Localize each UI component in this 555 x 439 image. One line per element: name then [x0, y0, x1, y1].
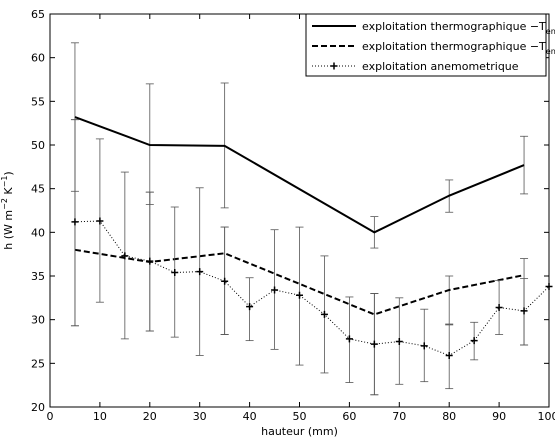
y-axis-label: h (W m−2 K−1)	[0, 171, 15, 249]
x-tick-label: 0	[47, 410, 54, 423]
x-tick-label: 20	[143, 410, 157, 423]
data-point-marker	[495, 303, 503, 311]
data-point-marker	[420, 342, 428, 350]
legend-label-series-3: exploitation anemometrique	[362, 60, 519, 73]
y-tick-label: 25	[31, 357, 45, 370]
data-point-marker	[121, 252, 129, 260]
y-axis-label-exp2: −1	[0, 176, 9, 188]
data-point-marker	[395, 338, 403, 345]
data-point-marker	[271, 286, 279, 294]
data-point-marker	[445, 351, 453, 359]
y-tick-label: 60	[31, 52, 45, 65]
data-point-marker	[370, 340, 378, 348]
series-line	[74, 116, 525, 234]
y-axis-label-main: h (W m	[2, 210, 15, 250]
x-tick-label: 10	[93, 410, 107, 423]
data-point-marker	[146, 257, 154, 265]
y-tick-label: 20	[31, 401, 45, 414]
data-point-marker	[221, 277, 229, 285]
x-tick-label: 80	[442, 410, 456, 423]
legend-label-series-1-sub: env1	[546, 27, 555, 36]
data-point-marker	[520, 307, 528, 315]
data-point-marker	[246, 303, 254, 311]
x-tick-label: 50	[293, 410, 307, 423]
data-point-marker	[71, 218, 79, 226]
y-tick-label: 35	[31, 270, 45, 283]
legend-label-series-1: exploitation thermographique −Tenv1	[362, 20, 555, 36]
x-tick-label: 30	[193, 410, 207, 423]
y-tick-label: 45	[31, 183, 45, 196]
x-axis-label: hauteur (mm)	[261, 425, 338, 438]
data-point-marker	[96, 217, 104, 225]
x-tick-label: 60	[342, 410, 356, 423]
data-point-marker	[345, 335, 353, 343]
data-point-marker	[470, 337, 478, 345]
data-point-marker	[196, 268, 204, 276]
axes: 0 10 20 30 40 50 60 70 80 90 100 20 25 30 35 40 45 50 55 60…	[31, 8, 555, 423]
data-point-marker	[320, 310, 328, 318]
y-axis-label-mid: K	[2, 187, 15, 198]
y-tick-label: 55	[31, 95, 45, 108]
y-tick-label: 30	[31, 314, 45, 327]
x-tick-label: 90	[492, 410, 506, 423]
x-tick-label: 70	[392, 410, 406, 423]
legend: exploitation thermographique −Tenv1 expl…	[305, 13, 555, 77]
y-axis-label-exp1: −2	[0, 198, 9, 210]
series-line	[74, 220, 550, 357]
y-axis-label-end: )	[2, 171, 15, 175]
data-point-marker	[296, 291, 303, 299]
legend-label-series-2: exploitation thermographique −Tenv2	[362, 40, 555, 56]
x-tick-label: 40	[243, 410, 257, 423]
data-point-marker	[171, 269, 179, 277]
y-tick-label: 50	[31, 139, 45, 152]
series-line	[74, 248, 525, 316]
error-bar	[445, 275, 454, 325]
y-tick-label: 65	[31, 8, 45, 21]
x-tick-label: 100	[538, 410, 555, 423]
legend-label-series-2-main: exploitation thermographique −T	[362, 40, 546, 53]
legend-label-series-2-sub: env2	[546, 47, 555, 56]
legend-marker-series-3	[330, 62, 338, 70]
legend-label-series-1-main: exploitation thermographique −T	[362, 20, 546, 33]
y-tick-label: 40	[31, 226, 45, 239]
